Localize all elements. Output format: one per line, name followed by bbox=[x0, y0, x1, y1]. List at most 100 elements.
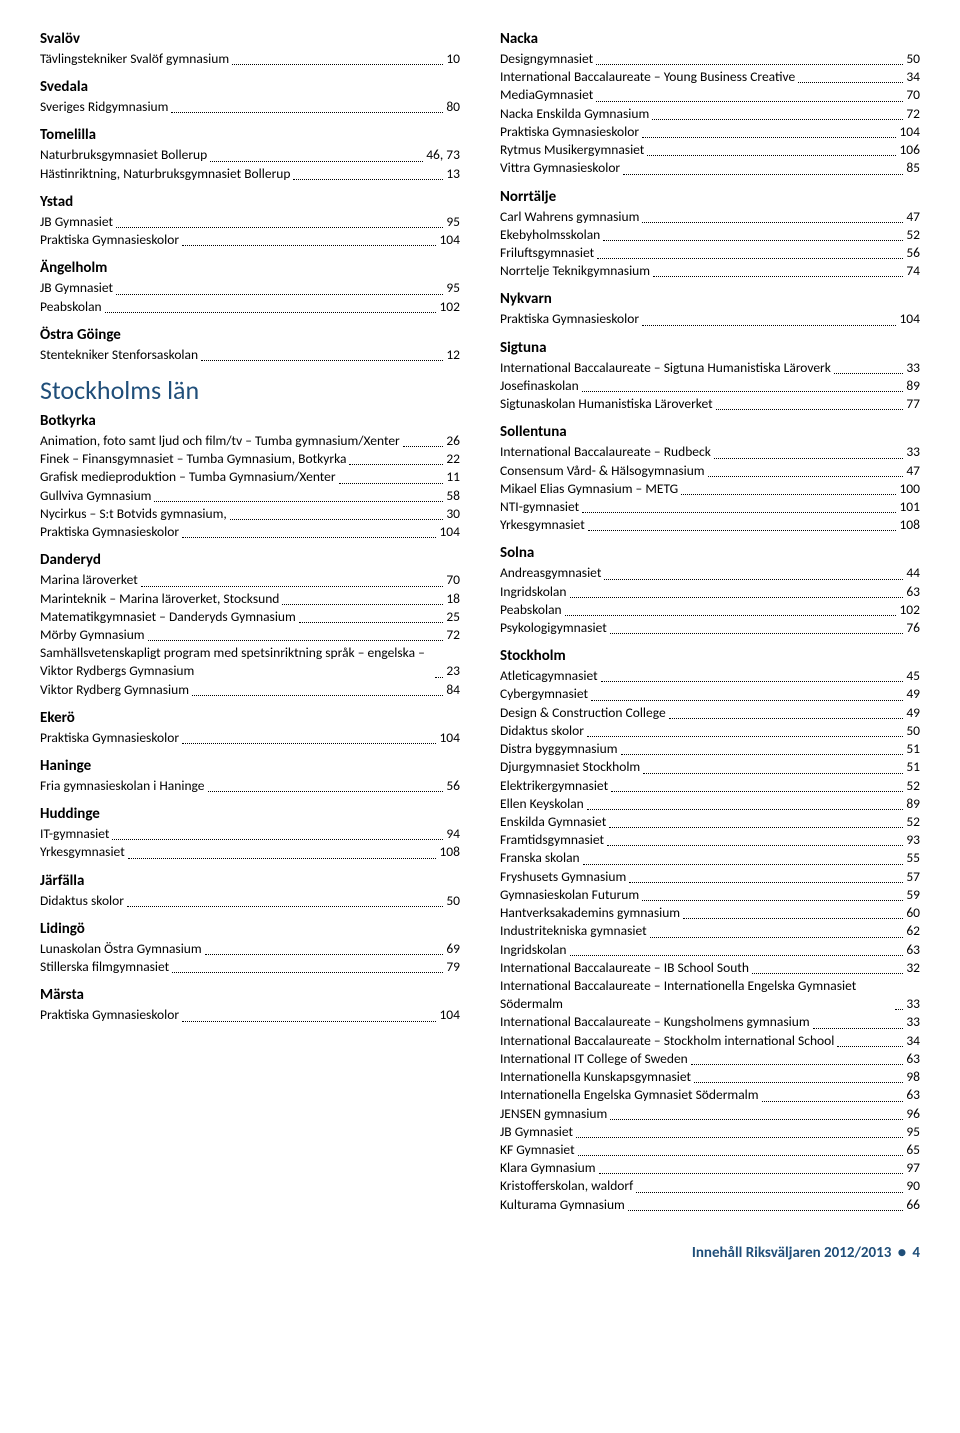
toc-row: International Baccalaureate – IB School … bbox=[500, 959, 920, 977]
toc-row: International Baccalaureate – Rudbeck33 bbox=[500, 443, 920, 461]
toc-page: 51 bbox=[906, 740, 920, 758]
toc-label: Samhällsvetenskapligt program med spetsi… bbox=[40, 644, 432, 680]
toc-page: 33 bbox=[906, 443, 920, 461]
leader-dots bbox=[642, 315, 896, 326]
leader-dots bbox=[621, 745, 904, 756]
leader-dots bbox=[642, 212, 903, 223]
leader-dots bbox=[683, 909, 903, 920]
leader-dots bbox=[603, 230, 903, 241]
toc-page: 52 bbox=[906, 813, 920, 831]
toc-row: Animation, foto samt ljud och film/tv – … bbox=[40, 432, 460, 450]
toc-page: 95 bbox=[446, 213, 460, 231]
toc-label: Design & Construction College bbox=[500, 704, 666, 722]
toc-row: Djurgymnasiet Stockholm51 bbox=[500, 758, 920, 776]
leader-dots bbox=[435, 667, 443, 678]
toc-label: Ingridskolan bbox=[500, 941, 567, 959]
toc-page: 76 bbox=[906, 619, 920, 637]
toc-label: Carl Wahrens gymnasium bbox=[500, 208, 639, 226]
toc-page: 95 bbox=[446, 279, 460, 297]
toc-page: 56 bbox=[446, 777, 460, 795]
toc-label: Marina läroverket bbox=[40, 571, 138, 589]
toc-page: 50 bbox=[446, 892, 460, 910]
toc-label: Tävlingstekniker Svalöf gymnasium bbox=[40, 50, 229, 68]
toc-label: Peabskolan bbox=[40, 298, 102, 316]
toc-row: Grafisk medieproduktion – Tumba Gymnasiu… bbox=[40, 468, 460, 486]
toc-label: Internationella Kunskapsgymnasiet bbox=[500, 1068, 691, 1086]
leader-dots bbox=[230, 509, 444, 520]
toc-label: Animation, foto samt ljud och film/tv – … bbox=[40, 432, 400, 450]
toc-label: Djurgymnasiet Stockholm bbox=[500, 758, 640, 776]
leader-dots bbox=[570, 945, 904, 956]
toc-row: Gymnasieskolan Futurum59 bbox=[500, 886, 920, 904]
toc-row: Nacka Enskilda Gymnasium72 bbox=[500, 105, 920, 123]
toc-page: 104 bbox=[439, 1006, 460, 1024]
leader-dots bbox=[834, 363, 903, 374]
toc-label: Designgymnasiet bbox=[500, 50, 593, 68]
leader-dots bbox=[182, 236, 436, 247]
leader-dots bbox=[583, 854, 904, 865]
toc-page: 63 bbox=[906, 1086, 920, 1104]
toc-row: Didaktus skolor50 bbox=[500, 722, 920, 740]
toc-page: 69 bbox=[446, 940, 460, 958]
municipality-heading: Tomelilla bbox=[40, 126, 460, 144]
toc-page: 63 bbox=[906, 941, 920, 959]
toc-label: International Baccalaureate – Stockholm … bbox=[500, 1032, 834, 1050]
toc-label: Josefinaskolan bbox=[500, 377, 579, 395]
toc-label: Hästinriktning, Naturbruksgymnasiet Boll… bbox=[40, 165, 290, 183]
toc-label: Kulturama Gymnasium bbox=[500, 1196, 625, 1214]
toc-row: Praktiska Gymnasieskolor104 bbox=[40, 231, 460, 249]
page-footer: Innehåll Riksväljaren 2012/2013●4 bbox=[40, 1244, 920, 1262]
toc-row: IT-gymnasiet94 bbox=[40, 825, 460, 843]
toc-label: Klara Gymnasium bbox=[500, 1159, 596, 1177]
leader-dots bbox=[116, 217, 443, 228]
leader-dots bbox=[650, 927, 904, 938]
toc-row: Yrkesgymnasiet108 bbox=[500, 516, 920, 534]
toc-label: Praktiska Gymnasieskolor bbox=[40, 231, 179, 249]
leader-dots bbox=[681, 484, 896, 495]
toc-page: 102 bbox=[899, 601, 920, 619]
toc-page: 66 bbox=[906, 1196, 920, 1214]
toc-page: 55 bbox=[906, 849, 920, 867]
toc-page: 47 bbox=[906, 462, 920, 480]
leader-dots bbox=[798, 73, 903, 84]
leader-dots bbox=[565, 605, 897, 616]
toc-row: Ekebyholmsskolan52 bbox=[500, 226, 920, 244]
toc-row: Klara Gymnasium97 bbox=[500, 1159, 920, 1177]
toc-row: International Baccalaureate – Internatio… bbox=[500, 977, 920, 1013]
toc-page: 93 bbox=[906, 831, 920, 849]
leader-dots bbox=[647, 146, 896, 157]
toc-label: Didaktus skolor bbox=[40, 892, 124, 910]
leader-dots bbox=[171, 103, 443, 114]
leader-dots bbox=[349, 455, 443, 466]
toc-row: JENSEN gymnasium96 bbox=[500, 1105, 920, 1123]
toc-page: 12 bbox=[446, 346, 460, 364]
toc-row: JB Gymnasiet95 bbox=[500, 1123, 920, 1141]
toc-row: Nycirkus – S:t Botvids gymnasium,30 bbox=[40, 505, 460, 523]
toc-page: 63 bbox=[906, 583, 920, 601]
toc-page: 50 bbox=[906, 50, 920, 68]
toc-row: Hästinriktning, Naturbruksgymnasiet Boll… bbox=[40, 165, 460, 183]
toc-row: Hantverksakademins gymnasium60 bbox=[500, 904, 920, 922]
toc-page: 104 bbox=[899, 123, 920, 141]
toc-label: KF Gymnasiet bbox=[500, 1141, 575, 1159]
toc-row: Matematikgymnasiet – Danderyds Gymnasium… bbox=[40, 608, 460, 626]
leader-dots bbox=[293, 169, 443, 180]
municipality-heading: Solna bbox=[500, 544, 920, 562]
leader-dots bbox=[105, 302, 437, 313]
toc-row: Lunaskolan Östra Gymnasium69 bbox=[40, 940, 460, 958]
toc-page: 49 bbox=[906, 685, 920, 703]
toc-row: Sigtunaskolan Humanistiska Läroverket77 bbox=[500, 395, 920, 413]
municipality-heading: Botkyrka bbox=[40, 412, 460, 430]
leader-dots bbox=[578, 1145, 904, 1156]
toc-label: International Baccalaureate – IB School … bbox=[500, 959, 749, 977]
leader-dots bbox=[205, 944, 444, 955]
toc-row: Finek – Finansgymnasiet – Tumba Gymnasiu… bbox=[40, 450, 460, 468]
toc-label: JB Gymnasiet bbox=[40, 279, 113, 297]
toc-label: Sigtunaskolan Humanistiska Läroverket bbox=[500, 395, 713, 413]
toc-page: 72 bbox=[906, 105, 920, 123]
toc-page: 11 bbox=[446, 468, 460, 486]
municipality-heading: Märsta bbox=[40, 986, 460, 1004]
toc-label: Consensum Vård- & Hälsogymnasium bbox=[500, 462, 705, 480]
toc-label: Friluftsgymnasiet bbox=[500, 244, 594, 262]
leader-dots bbox=[596, 54, 903, 65]
